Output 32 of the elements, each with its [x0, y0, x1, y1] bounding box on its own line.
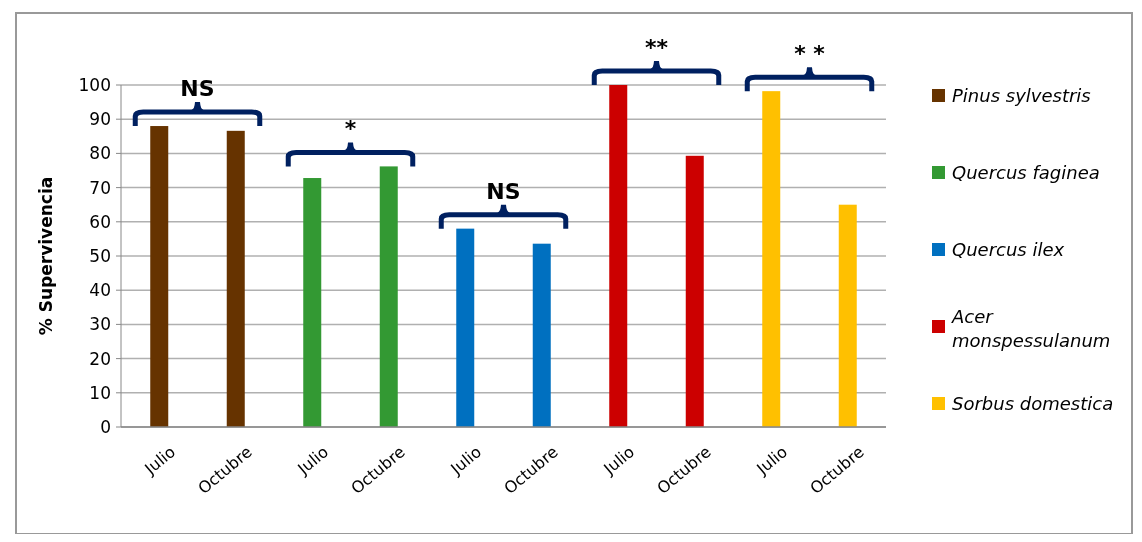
- legend-label: Sorbus domestica: [952, 393, 1114, 415]
- y-tick-label: 100: [78, 74, 111, 95]
- bar: [150, 126, 169, 427]
- y-tick-label: 0: [100, 416, 111, 437]
- text: **: [644, 35, 669, 60]
- y-tick-label: 20: [89, 348, 111, 369]
- y-tick-label: 60: [89, 211, 111, 232]
- y-tick-label: 80: [89, 143, 111, 164]
- y-tick-label: 90: [89, 109, 111, 130]
- bar: [379, 166, 398, 427]
- bar: [685, 155, 704, 427]
- text: * *: [794, 41, 826, 67]
- y-tick-label: 30: [89, 314, 111, 335]
- bar: [532, 243, 551, 427]
- annotation: NS: [486, 178, 521, 204]
- legend-label: Acer monspessulanum: [951, 306, 1111, 351]
- annotation: NS: [180, 76, 215, 102]
- bar: [762, 91, 781, 427]
- y-tick-label: 50: [89, 245, 111, 266]
- y-tick-label: 70: [89, 177, 111, 198]
- bar: [609, 85, 628, 427]
- y-tick-label: 10: [89, 382, 111, 403]
- legend-label: Pinus sylvestris: [952, 85, 1091, 107]
- bar: [226, 130, 245, 427]
- bar: [838, 204, 857, 427]
- legend-label: Quercus faginea: [952, 162, 1100, 184]
- legend-label: Quercus ilex: [952, 239, 1065, 261]
- y-tick-label: 40: [89, 280, 111, 301]
- y-axis-title: % Supervivencia: [36, 176, 56, 336]
- bar: [303, 178, 322, 427]
- bar: [456, 228, 475, 427]
- annotation: *: [344, 116, 357, 142]
